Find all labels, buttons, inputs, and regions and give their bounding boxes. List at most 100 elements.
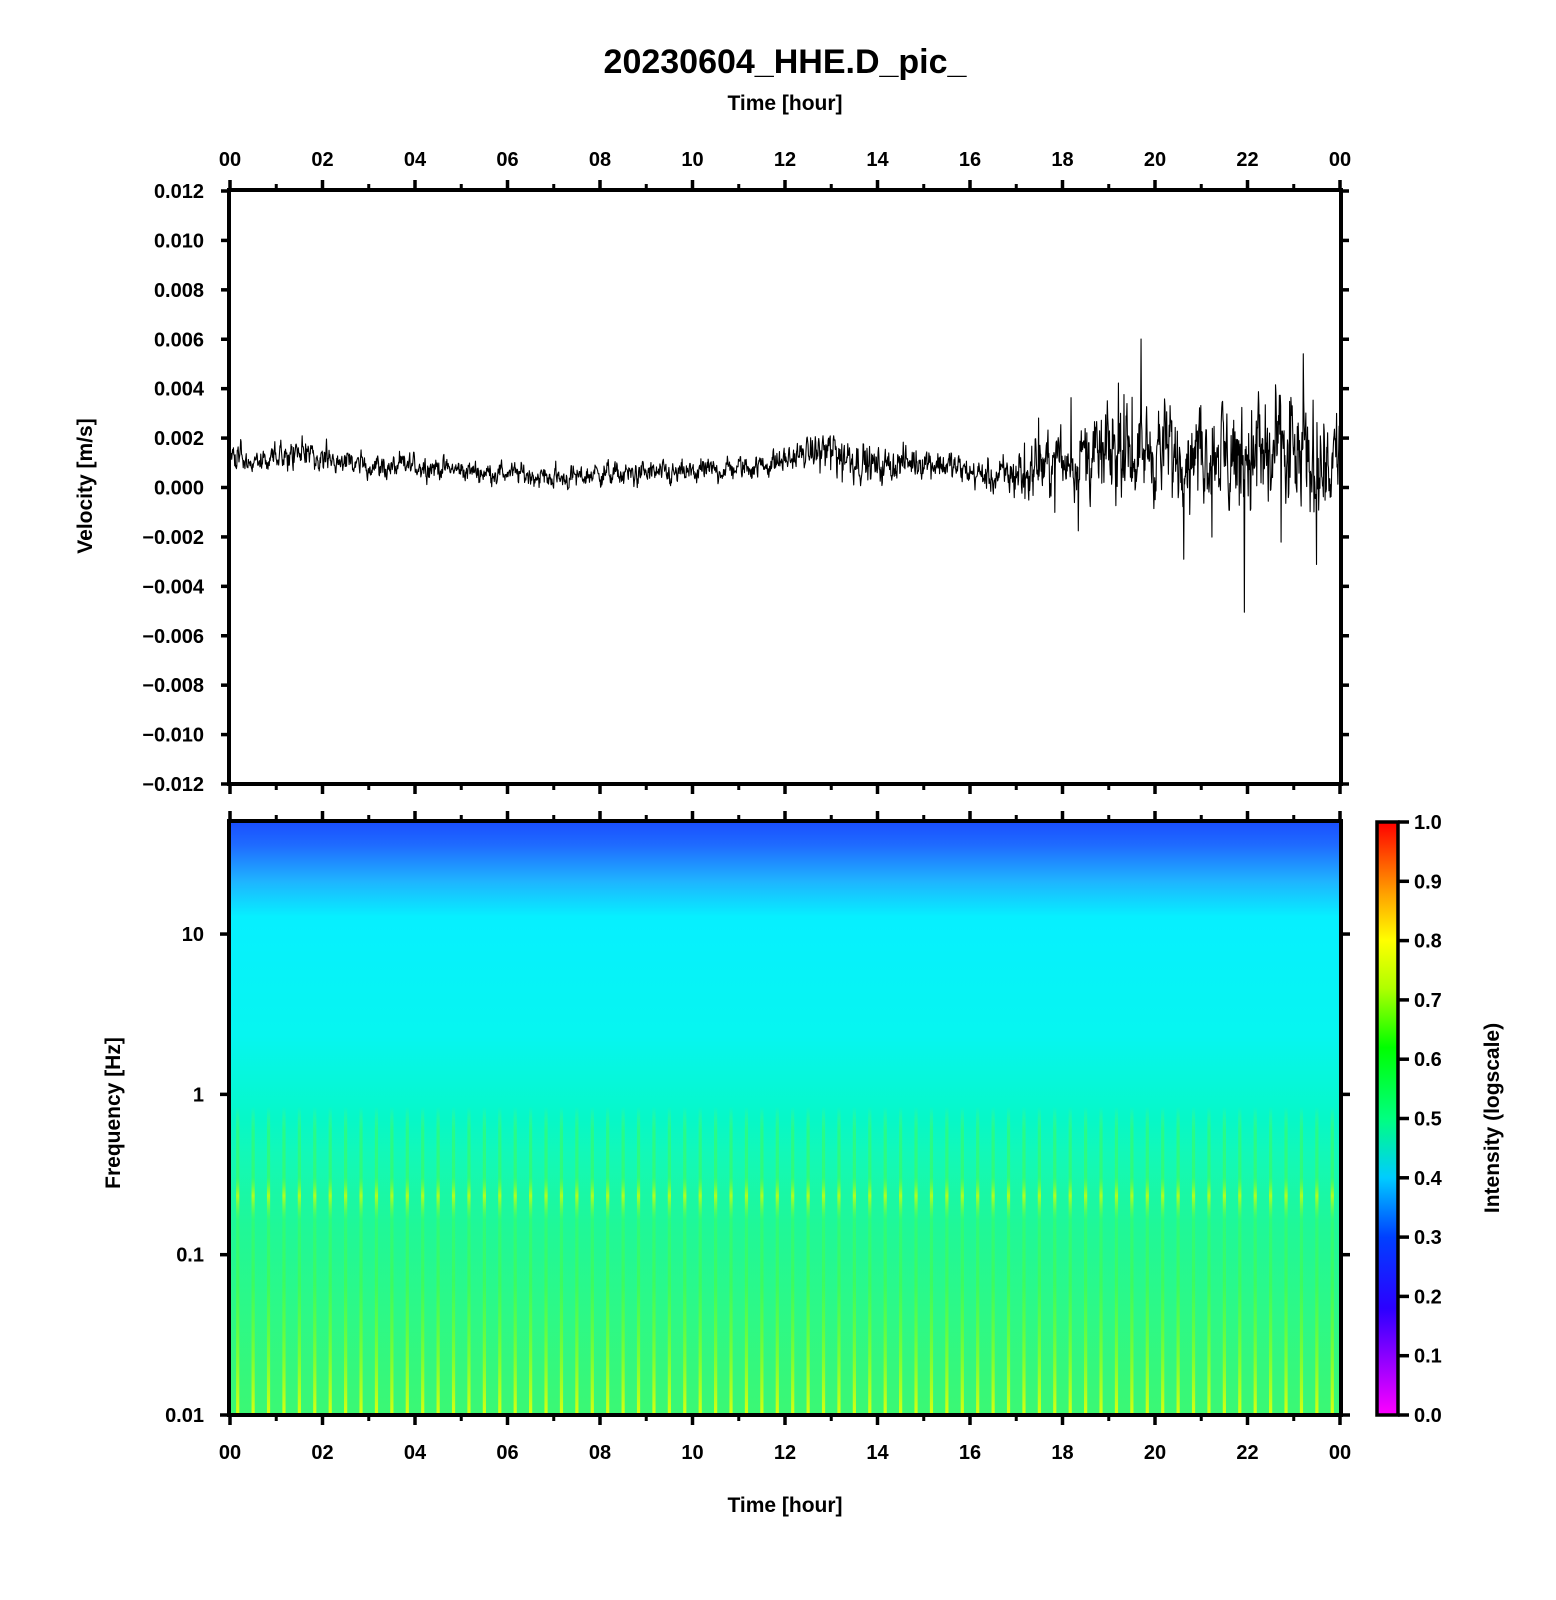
spectrogram-stripe bbox=[1099, 822, 1103, 1415]
spectrogram-stripe bbox=[1315, 822, 1319, 1415]
waveform-y-tick-label: 0.008 bbox=[154, 280, 204, 302]
spectrogram-y-tick-label: 1 bbox=[193, 1084, 204, 1106]
waveform-y-tick-label: −0.004 bbox=[142, 576, 205, 598]
spectrogram-stripe bbox=[513, 822, 517, 1415]
spectrogram-stripe bbox=[544, 822, 548, 1415]
spectrogram-stripe bbox=[791, 822, 795, 1415]
spectrogram-stripe bbox=[1084, 822, 1088, 1415]
spectrogram-stripe bbox=[1207, 822, 1211, 1415]
spectrogram-stripe bbox=[359, 822, 363, 1415]
colorbar-tick-label: 0.3 bbox=[1414, 1227, 1442, 1249]
spectrogram-stripe bbox=[714, 822, 718, 1415]
spectrogram-y-axis-label: Frequency [Hz] bbox=[102, 1037, 125, 1189]
spectrogram-stripe bbox=[313, 822, 317, 1415]
spectrogram-stripe bbox=[590, 822, 594, 1415]
spectrogram-stripe bbox=[328, 822, 332, 1415]
colorbar-tick-label: 0.6 bbox=[1414, 1049, 1442, 1071]
spectrogram-stripe bbox=[683, 822, 687, 1415]
waveform-x-tick-label: 22 bbox=[1236, 149, 1258, 171]
waveform-x-tick-label: 10 bbox=[681, 149, 703, 171]
colorbar-tick-label: 0.0 bbox=[1414, 1405, 1442, 1427]
spectrogram-stripe bbox=[821, 822, 826, 1415]
spectrogram-stripe bbox=[1161, 822, 1165, 1415]
colorbar-tick-label: 0.1 bbox=[1414, 1346, 1442, 1368]
waveform-y-tick-label: −0.002 bbox=[142, 527, 204, 549]
waveform-x-tick-label: 02 bbox=[311, 149, 333, 171]
spectrogram-x-tick-label: 00 bbox=[1329, 1442, 1351, 1464]
x-axis-label-bottom: Time [hour] bbox=[727, 1494, 842, 1517]
spectrogram-x-tick-label: 00 bbox=[219, 1442, 241, 1464]
colorbar-tick-label: 0.2 bbox=[1414, 1286, 1442, 1308]
spectrogram-panel: 00 02 04 06 08 10 12 14 16 18 20 22 00 10 1 0.1 0.01 Fr… bbox=[102, 811, 1351, 1517]
spectrogram-stripe bbox=[451, 822, 456, 1415]
waveform-y-tick-label: 0.006 bbox=[154, 329, 204, 351]
waveform-y-tick-label: 0.000 bbox=[154, 478, 204, 500]
spectrogram-stripe bbox=[344, 822, 348, 1415]
colorbar-label: Intensity (logscale) bbox=[1481, 1023, 1504, 1213]
colorbar-gradient bbox=[1377, 822, 1398, 1415]
spectrogram-stripe bbox=[606, 822, 610, 1415]
spectrogram-stripe bbox=[837, 822, 841, 1415]
spectrogram-stripe bbox=[1222, 822, 1226, 1415]
spectrogram-x-tick-label: 14 bbox=[866, 1442, 889, 1464]
spectrogram-stripe bbox=[405, 822, 409, 1415]
waveform-panel: 00 02 04 06 08 10 12 14 16 18 20 22 00 0.0120.0100.0… bbox=[74, 149, 1351, 796]
spectrogram-stripe bbox=[1037, 822, 1041, 1415]
spectrogram-heatmap bbox=[230, 822, 1340, 1415]
spectrogram-stripe bbox=[636, 822, 641, 1415]
waveform-y-tick-label: −0.006 bbox=[142, 626, 204, 648]
colorbar-tick-label: 1.0 bbox=[1414, 812, 1442, 834]
waveform-x-tick-label: 08 bbox=[589, 149, 611, 171]
waveform-x-tick-label: 04 bbox=[404, 149, 427, 171]
spectrogram-stripe bbox=[744, 822, 749, 1415]
waveform-x-tick-label: 18 bbox=[1051, 149, 1073, 171]
colorbar-tick-label: 0.4 bbox=[1414, 1168, 1443, 1190]
waveform-y-tick-label: 0.002 bbox=[154, 428, 204, 450]
spectrogram-stripe bbox=[883, 822, 887, 1415]
colorbar-tick-label: 0.7 bbox=[1414, 990, 1442, 1012]
spectrogram-y-tick-label: 10 bbox=[182, 924, 204, 946]
waveform-x-tick-label: 00 bbox=[1329, 149, 1351, 171]
waveform-frame bbox=[227, 188, 1343, 786]
spectrogram-stripes bbox=[236, 822, 1334, 1415]
spectrogram-stripe bbox=[1053, 822, 1057, 1415]
spectrogram-y-tick-label: 0.1 bbox=[176, 1245, 204, 1267]
spectrogram-stripe bbox=[1130, 822, 1134, 1415]
spectrogram-stripe bbox=[852, 822, 856, 1415]
spectrogram-stripe bbox=[282, 822, 286, 1415]
spectrogram-x-tick-label: 02 bbox=[311, 1442, 333, 1464]
spectrogram-stripe bbox=[559, 822, 564, 1415]
spectrogram-stripe bbox=[868, 822, 872, 1415]
spectrogram-stripe bbox=[421, 822, 425, 1415]
spectrogram-stripe bbox=[482, 822, 486, 1415]
waveform-y-ticks: 0.012 0.010 0.008 0.006 0.004 0.002 0.000 −0.00… bbox=[142, 181, 1349, 796]
waveform-y-tick-label: −0.008 bbox=[142, 675, 204, 697]
spectrogram-stripe bbox=[1006, 822, 1011, 1415]
waveform-x-tick-label: 16 bbox=[959, 149, 981, 171]
spectrogram-stripe bbox=[529, 822, 533, 1415]
spectrogram-stripe bbox=[498, 822, 502, 1415]
spectrogram-stripe bbox=[1145, 822, 1149, 1415]
spectrogram-stripe bbox=[667, 822, 671, 1415]
spectrogram-stripe bbox=[1068, 822, 1072, 1415]
spectrogram-stripe bbox=[1253, 822, 1257, 1415]
waveform-x-tick-label: 14 bbox=[866, 149, 889, 171]
spectrogram-x-tick-label: 16 bbox=[959, 1442, 981, 1464]
spectrogram-stripe bbox=[1284, 822, 1288, 1415]
spectrogram-stripe bbox=[1299, 822, 1304, 1415]
spectrogram-x-tick-label: 08 bbox=[589, 1442, 611, 1464]
spectrogram-stripe bbox=[1238, 822, 1242, 1415]
spectrogram-stripe bbox=[467, 822, 471, 1415]
spectrogram-stripe bbox=[929, 822, 934, 1415]
spectrogram-stripe bbox=[266, 822, 271, 1415]
spectrogram-stripe bbox=[976, 822, 980, 1415]
spectrogram-stripe bbox=[729, 822, 733, 1415]
spectrogram-stripe bbox=[775, 822, 779, 1415]
spectrogram-stripe bbox=[1114, 822, 1119, 1415]
colorbar-tick-label: 0.5 bbox=[1414, 1109, 1442, 1131]
spectrogram-x-tick-label: 18 bbox=[1051, 1442, 1073, 1464]
chart-title: 20230604_HHE.D_pic_ bbox=[604, 43, 968, 81]
waveform-x-tick-label: 12 bbox=[774, 149, 796, 171]
spectrogram-stripe bbox=[960, 822, 964, 1415]
